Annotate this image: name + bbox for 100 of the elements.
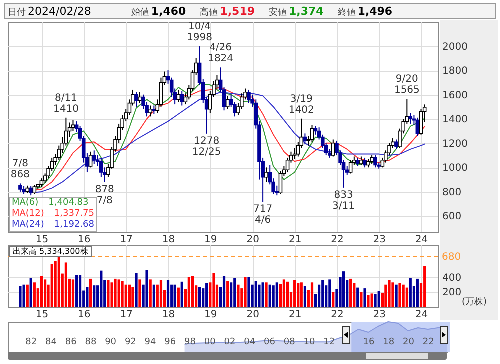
bar	[374, 294, 377, 307]
y-tick-label: 400	[442, 272, 462, 284]
bar	[384, 284, 388, 307]
x-tick-label: 16	[78, 234, 91, 246]
x-tick-label: 08	[284, 338, 296, 348]
y-tick-label: 1600	[442, 90, 468, 102]
x-tick-label: 92	[124, 338, 136, 348]
bar	[353, 283, 356, 307]
bar	[78, 275, 82, 307]
bar	[402, 284, 405, 307]
annotation: 7/8 868	[10, 158, 30, 181]
x-tick-label: 16	[78, 310, 91, 320]
annotation: 出来高 5,334,300株	[9, 246, 92, 257]
x-tick-label: 90	[105, 338, 117, 348]
bar	[254, 281, 258, 307]
x-tick-label: 22	[331, 310, 344, 320]
text: MA(24) 1,192.68	[12, 220, 94, 231]
x-tick-label: 18	[383, 338, 395, 348]
bar	[416, 278, 419, 307]
annotation: 3/19 1402	[288, 94, 314, 116]
bar	[282, 280, 286, 307]
bar	[258, 284, 261, 307]
bar	[188, 277, 190, 307]
candlestick	[278, 170, 283, 195]
bar	[297, 283, 300, 307]
bar	[50, 264, 54, 307]
x-tick-label: 94	[144, 338, 157, 348]
annotation: 10/4 1998	[187, 22, 213, 44]
text: 終値 1,496	[338, 5, 393, 18]
bar	[174, 284, 176, 307]
candlestick	[92, 150, 96, 165]
bar	[40, 276, 44, 307]
ref-line-label: 680	[442, 252, 462, 263]
bar	[100, 270, 103, 307]
y-tick-label: 1000	[442, 163, 468, 174]
bar	[304, 286, 307, 307]
x-tick-label: 04	[244, 338, 256, 348]
bar	[156, 284, 159, 307]
bar	[286, 282, 290, 307]
candlestick	[29, 186, 33, 196]
annotation: 1278 12/25	[192, 136, 222, 158]
x-tick-label: 23	[373, 234, 386, 246]
bar	[107, 280, 110, 307]
y-tick-label: 1800	[442, 66, 468, 78]
x-tick-label: 21	[288, 234, 302, 246]
candlestick	[348, 160, 353, 174]
bar	[166, 280, 170, 307]
x-tick-label: 88	[85, 338, 97, 348]
annotation: 878 7/8	[95, 184, 114, 206]
candlestick	[180, 90, 184, 106]
bar	[30, 278, 32, 307]
bar	[237, 284, 240, 307]
bar	[265, 282, 268, 307]
bar	[170, 284, 174, 307]
y-axis-title: (万株)	[462, 296, 488, 308]
x-tick-label: 19	[204, 310, 218, 320]
text: MA(6) 1,404.83	[12, 198, 89, 209]
bar	[350, 278, 352, 307]
bar	[392, 282, 394, 307]
bar	[300, 282, 303, 307]
bar	[294, 280, 296, 307]
x-tick-label: 22	[331, 234, 344, 246]
bar	[342, 272, 346, 307]
x-tick-label: 23	[373, 310, 386, 320]
bar	[262, 282, 264, 307]
bar	[212, 273, 216, 307]
candlestick	[88, 151, 93, 168]
candlestick	[363, 157, 367, 168]
x-tick-label: 86	[65, 338, 78, 348]
candlestick	[148, 105, 152, 118]
bar	[318, 284, 321, 307]
x-tick-label: 84	[45, 338, 58, 348]
bar	[409, 278, 412, 307]
bar	[276, 282, 278, 307]
bar	[58, 256, 60, 307]
bar	[135, 273, 138, 307]
x-tick-label: 21	[288, 310, 302, 320]
bar	[118, 280, 120, 307]
bar	[180, 282, 184, 307]
x-tick-label: 82	[26, 338, 38, 348]
x-tick-label: 15	[36, 310, 49, 320]
x-tick-label: 15	[36, 234, 49, 246]
bar	[93, 286, 96, 307]
candlestick	[138, 92, 142, 104]
candlestick	[310, 124, 314, 143]
bar	[44, 280, 47, 307]
x-tick-label: 18	[162, 310, 176, 320]
bar	[206, 283, 208, 307]
bar	[222, 276, 226, 307]
bar	[19, 286, 22, 307]
bar	[152, 284, 156, 307]
bar	[149, 280, 152, 307]
x-tick-label: 12	[324, 338, 336, 348]
candlestick	[226, 96, 230, 110]
text: MA(12) 1,337.75	[12, 209, 94, 220]
bar	[268, 284, 272, 307]
bar	[198, 287, 202, 307]
bar	[272, 286, 275, 307]
bar	[406, 288, 408, 307]
bar	[424, 266, 426, 307]
